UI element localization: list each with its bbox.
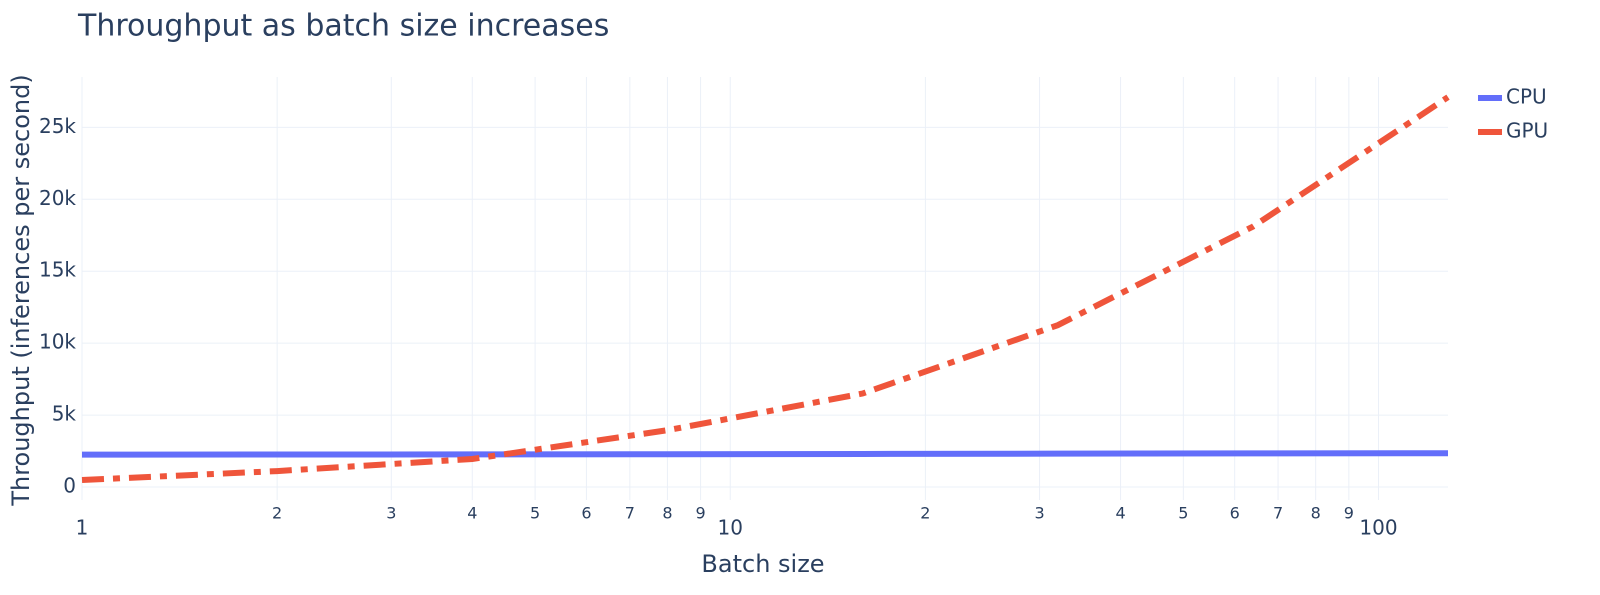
x-tick-label: 7 (1273, 504, 1283, 523)
x-tick-label: 6 (1230, 504, 1240, 523)
x-tick-label: 3 (386, 504, 396, 523)
x-tick-label: 4 (1115, 504, 1125, 523)
y-tick-label: 20k (39, 186, 76, 210)
x-tick-label: 8 (662, 504, 672, 523)
x-tick-label: 6 (581, 504, 591, 523)
y-tick-label: 0 (63, 474, 76, 498)
legend-label: GPU (1506, 119, 1548, 143)
chart-title: Throughput as batch size increases (77, 9, 609, 44)
x-tick-label: 3 (1034, 504, 1044, 523)
y-tick-label: 10k (39, 330, 76, 354)
x-tick-label: 5 (530, 504, 540, 523)
x-axis-title: Batch size (701, 550, 824, 578)
x-tick-label: 5 (1178, 504, 1188, 523)
x-tick-label: 10 (718, 516, 743, 540)
series-line (81, 450, 1449, 458)
x-tick-label: 4 (467, 504, 477, 523)
y-tick-label: 5k (52, 402, 77, 426)
x-tick-label: 7 (625, 504, 635, 523)
x-tick-label: 1 (76, 516, 89, 540)
x-tick-label: 100 (1359, 516, 1397, 540)
y-tick-label: 15k (39, 258, 76, 282)
x-tick-label: 9 (695, 504, 705, 523)
x-tick-label: 8 (1311, 504, 1321, 523)
grid (81, 77, 1448, 500)
x-tick-label: 2 (272, 504, 282, 523)
x-tick-label: 2 (920, 504, 930, 523)
legend-label: CPU (1506, 85, 1547, 109)
series-line (81, 94, 1450, 483)
y-tick-label: 25k (39, 114, 76, 138)
y-axis-title: Throughput (inferences per second) (7, 74, 35, 506)
x-tick-label: 9 (1344, 504, 1354, 523)
